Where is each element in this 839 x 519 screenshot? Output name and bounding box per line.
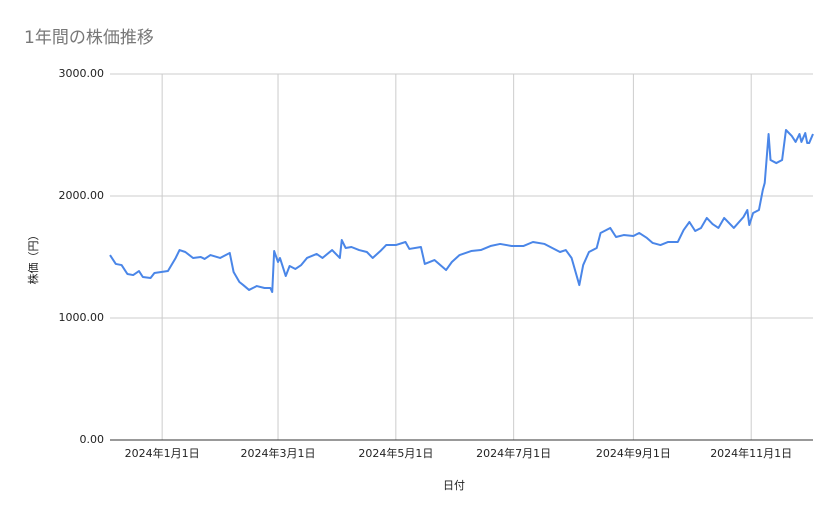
x-tick-label: 2024年5月1日 (358, 446, 433, 460)
x-tick-label: 2024年9月1日 (596, 446, 671, 460)
x-tick-label: 2024年3月1日 (241, 446, 316, 460)
x-tick-label: 2024年1月1日 (125, 446, 200, 460)
x-axis-label: 日付 (443, 479, 465, 492)
y-tick-label: 1000.00 (59, 311, 105, 324)
y-tick-label: 0.00 (80, 433, 105, 446)
y-axis-label: 株価（円） (26, 230, 40, 285)
x-tick-label: 2024年11月1日 (710, 446, 792, 460)
y-tick-label: 3000.00 (59, 67, 105, 80)
data-line (109, 129, 814, 294)
chart-title: 1年間の株価推移 (24, 28, 154, 48)
y-tick-label: 2000.00 (59, 189, 105, 202)
x-tick-label: 2024年7月1日 (476, 446, 551, 460)
